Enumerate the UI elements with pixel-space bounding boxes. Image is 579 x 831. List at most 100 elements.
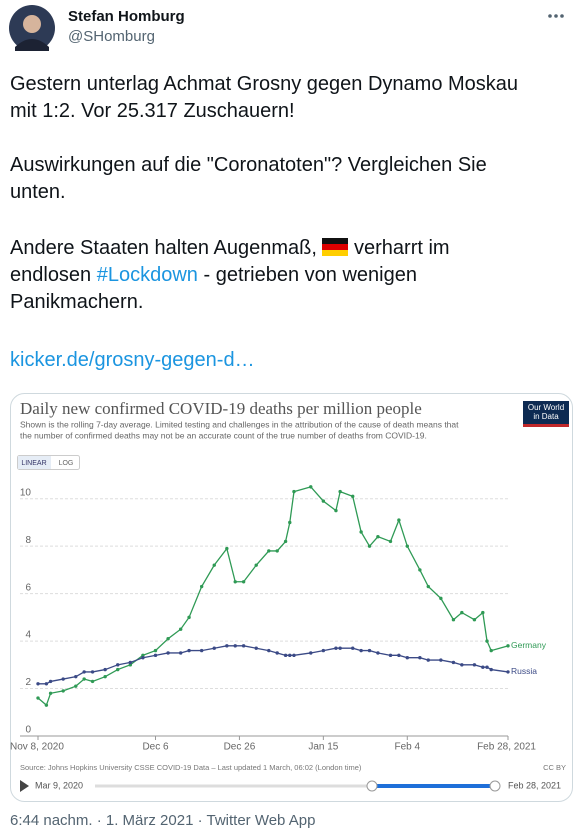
tweet-text: Auswirkungen auf die "Coronatoten"? Verg…: [10, 154, 487, 203]
data-point: [288, 653, 292, 658]
data-point: [283, 653, 288, 658]
slider-handle[interactable]: [366, 780, 378, 792]
data-point: [116, 667, 120, 672]
data-point: [439, 658, 443, 662]
play-button[interactable]: [20, 780, 29, 792]
y-tick-label: 10: [20, 487, 32, 498]
data-point: [309, 485, 313, 489]
author-name[interactable]: Stefan Homburg: [68, 8, 185, 25]
data-point: [233, 580, 237, 584]
data-point: [153, 648, 158, 653]
data-point: [225, 546, 229, 551]
data-point: [82, 677, 86, 681]
tweet-text: verharrt im endlosen: [10, 237, 450, 286]
data-point: [481, 665, 485, 669]
data-point: [489, 667, 493, 672]
data-point: [82, 670, 86, 674]
data-point: [288, 520, 292, 525]
data-point: [199, 648, 204, 653]
data-point: [418, 568, 422, 572]
data-point: [283, 539, 288, 544]
data-point: [388, 653, 393, 658]
data-point: [489, 648, 493, 653]
y-tick-label: 8: [25, 535, 31, 546]
slider-handle[interactable]: [489, 780, 501, 792]
x-tick-label: Nov 8, 2020: [10, 742, 64, 753]
data-point: [397, 653, 401, 658]
data-point: [267, 648, 271, 653]
chart-subtitle: the number of confirmed deaths may not b…: [20, 430, 427, 440]
data-point: [388, 539, 393, 544]
data-point: [128, 663, 133, 667]
data-point: [460, 663, 464, 667]
data-point: [451, 660, 456, 665]
logo: [523, 401, 569, 427]
source: Source: Johns Hopkins University CSSE CO…: [20, 763, 362, 772]
y-tick-label: 2: [25, 677, 31, 688]
data-point: [359, 648, 363, 653]
data-point: [241, 580, 246, 584]
data-point: [48, 691, 53, 695]
data-point: [44, 682, 49, 686]
link[interactable]: kicker.de/grosny-gegen-d…: [10, 349, 255, 371]
data-point: [338, 489, 342, 494]
x-tick-label: Feb 28, 2021: [477, 742, 536, 753]
data-point: [44, 703, 49, 707]
data-point: [481, 610, 485, 615]
x-tick-label: Jan 15: [308, 742, 338, 753]
y-tick-label: 4: [25, 630, 31, 641]
scale-button[interactable]: LINEAR: [21, 460, 46, 467]
data-point: [178, 627, 183, 631]
data-point: [178, 651, 183, 655]
data-point: [267, 549, 271, 553]
data-point: [275, 651, 279, 655]
data-point: [309, 651, 313, 655]
data-point: [90, 670, 95, 674]
data-point: [275, 549, 279, 553]
chart-subtitle: Shown is the rolling 7-day average. Limi…: [20, 419, 459, 429]
slider-start: Mar 9, 2020: [35, 780, 83, 790]
data-point: [187, 615, 191, 620]
avatar[interactable]: [9, 5, 55, 51]
data-point: [212, 646, 216, 650]
data-point: [116, 663, 120, 667]
data-point: [418, 656, 422, 660]
data-point: [166, 651, 170, 655]
hashtag[interactable]: #Lockdown: [96, 264, 198, 286]
data-point: [351, 494, 355, 499]
data-point: [367, 648, 372, 653]
logo-text: Our World: [528, 403, 564, 412]
chart-title: Daily new confirmed COVID-19 deaths per …: [20, 399, 422, 418]
data-point: [321, 499, 326, 503]
data-point: [212, 563, 216, 567]
data-point: [187, 648, 191, 653]
data-point: [36, 696, 40, 700]
data-point: [74, 674, 78, 679]
data-point: [254, 563, 258, 567]
tweet-text: - getrieben von wenigen Panikmachern.: [10, 264, 417, 313]
series-label: Germany: [511, 640, 547, 650]
data-point: [334, 646, 338, 650]
data-point: [61, 677, 65, 681]
data-point: [225, 644, 229, 648]
data-point: [141, 653, 145, 658]
x-tick-label: Dec 6: [142, 742, 169, 753]
y-tick-label: 6: [25, 582, 31, 593]
tweet-text: Andere Staaten halten Augenmaß, verharrt…: [10, 235, 530, 316]
scale-button[interactable]: LOG: [59, 460, 74, 467]
data-point: [334, 508, 338, 513]
data-point: [61, 689, 65, 693]
author-handle[interactable]: @SHomburg: [68, 28, 155, 45]
slider-end: Feb 28, 2021: [508, 780, 561, 790]
logo-text: in Data: [533, 412, 559, 421]
timestamp[interactable]: 6:44 nachm. · 1. März 2021 · Twitter Web…: [10, 812, 316, 829]
data-point: [199, 584, 204, 589]
license: CC BY: [543, 763, 566, 772]
data-point: [153, 653, 158, 658]
data-point: [367, 544, 372, 548]
data-point: [376, 534, 380, 539]
data-point: [426, 584, 430, 589]
tweet-text: Gestern unterlag Achmat Grosny gegen Dyn…: [10, 73, 519, 122]
more-menu[interactable]: [544, 10, 568, 22]
